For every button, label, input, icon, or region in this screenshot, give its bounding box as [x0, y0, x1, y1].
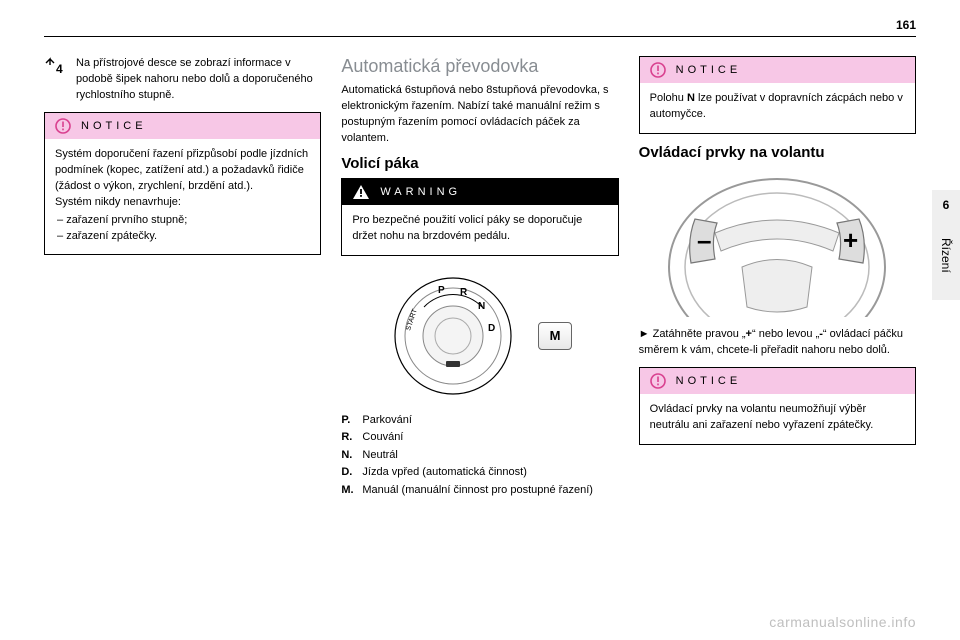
- warning-triangle-icon: [352, 184, 370, 200]
- svg-text:R: R: [460, 287, 468, 298]
- notice2-bold: N: [687, 92, 695, 104]
- gear-recommendation-body: Na přístrojové desce se zobrazí informac…: [76, 56, 321, 104]
- column-1: 4 Na přístrojové desce se zobrazí inform…: [44, 56, 321, 620]
- notice-header-2: NOTICE: [640, 57, 915, 83]
- def-n-text: Neutrál: [362, 449, 397, 461]
- paddle-pre: ► Zatáhněte pravou „: [639, 328, 746, 340]
- chapter-tab: 6 Řízení: [932, 190, 960, 300]
- paddle-mid: “ nebo levou „: [752, 328, 819, 340]
- notice-body-3: Ovládací prvky na volantu neumožňují výb…: [640, 394, 915, 444]
- def-d: D. Jízda vpřed (automatická činnost): [341, 464, 618, 482]
- subheading-wheel-controls: Ovládací prvky na volantu: [639, 144, 916, 161]
- section-title-automatic-gearbox: Automatická převodovka: [341, 56, 618, 77]
- def-d-text: Jízda vpřed (automatická činnost): [362, 466, 526, 478]
- notice-list: zařazení prvního stupně; zařazení zpáteč…: [55, 213, 310, 245]
- svg-text:P: P: [438, 285, 445, 296]
- gear-arrow-icon: 4: [44, 56, 68, 80]
- paddle-instruction: ► Zatáhněte pravou „+“ nebo levou „-“ ov…: [639, 327, 916, 359]
- subheading-selector: Volicí páka: [341, 155, 618, 172]
- warning-header: WARNING: [342, 179, 617, 205]
- notice-exclamation-icon: [650, 373, 666, 389]
- svg-text:D: D: [488, 323, 495, 334]
- notice-box-n-position: NOTICE Polohu N lze používat v dopravníc…: [639, 56, 916, 134]
- notice-exclamation-icon: [55, 118, 71, 134]
- notice-title-2: NOTICE: [676, 64, 742, 76]
- chapter-number: 6: [943, 198, 950, 212]
- warning-title: WARNING: [380, 186, 461, 198]
- steering-wheel-icon: – +: [657, 167, 897, 317]
- notice-box-paddles: NOTICE Ovládací prvky na volantu neumožň…: [639, 367, 916, 445]
- svg-text:–: –: [697, 225, 711, 255]
- page-number: 161: [896, 18, 916, 32]
- notice-li-1: zařazení prvního stupně;: [57, 213, 310, 229]
- svg-text:+: +: [843, 225, 858, 255]
- notice-paragraph-2: Systém nikdy nenavrhuje:: [55, 195, 310, 211]
- notice-paragraph-1: Systém doporučení řazení přizpůsobí podl…: [55, 147, 310, 195]
- def-r-text: Couvání: [362, 431, 403, 443]
- def-m: M. Manuál (manuální činnost pro postupné…: [341, 482, 618, 500]
- top-rule: [44, 36, 916, 37]
- gear-recommendation-text: 4 Na přístrojové desce se zobrazí inform…: [44, 56, 321, 104]
- selector-dial-icon: START P R N D: [388, 271, 518, 401]
- automatic-gearbox-intro: Automatická 6stupňová nebo 8stupňová pře…: [341, 83, 618, 147]
- def-m-text: Manuál (manuální činnost pro postupné řa…: [362, 484, 593, 496]
- selector-definitions: P. Parkování R. Couvání N. Neutrál D. Jí…: [341, 412, 618, 500]
- selector-diagram: START P R N D M: [341, 266, 618, 406]
- notice-header: NOTICE: [45, 113, 320, 139]
- def-p: P. Parkování: [341, 412, 618, 430]
- column-3: NOTICE Polohu N lze používat v dopravníc…: [639, 56, 916, 620]
- notice-title: NOTICE: [81, 120, 147, 132]
- manual-mode-button: M: [538, 322, 572, 350]
- notice-title-3: NOTICE: [676, 375, 742, 387]
- notice-body: Systém doporučení řazení přizpůsobí podl…: [45, 139, 320, 255]
- notice-body-2: Polohu N lze používat v dopravních zácpá…: [640, 83, 915, 133]
- warning-body: Pro bezpečné použití volicí páky se dopo…: [342, 205, 617, 255]
- warning-box-selector: WARNING Pro bezpečné použití volicí páky…: [341, 178, 618, 256]
- notice2-pre: Polohu: [650, 92, 687, 104]
- content-columns: 4 Na přístrojové desce se zobrazí inform…: [44, 56, 916, 620]
- notice-li-2: zařazení zpátečky.: [57, 229, 310, 245]
- column-2: Automatická převodovka Automatická 6stup…: [341, 56, 618, 620]
- svg-text:4: 4: [56, 62, 63, 76]
- watermark: carmanualsonline.info: [769, 614, 916, 630]
- notice-box-gear: NOTICE Systém doporučení řazení přizpůso…: [44, 112, 321, 256]
- steering-wheel-diagram: – +: [639, 167, 916, 317]
- notice-exclamation-icon: [650, 62, 666, 78]
- def-p-text: Parkování: [362, 414, 412, 426]
- notice-header-3: NOTICE: [640, 368, 915, 394]
- def-r: R. Couvání: [341, 429, 618, 447]
- svg-text:N: N: [478, 301, 485, 312]
- chapter-label: Řízení: [939, 238, 953, 273]
- svg-text:START: START: [405, 307, 419, 331]
- def-n: N. Neutrál: [341, 447, 618, 465]
